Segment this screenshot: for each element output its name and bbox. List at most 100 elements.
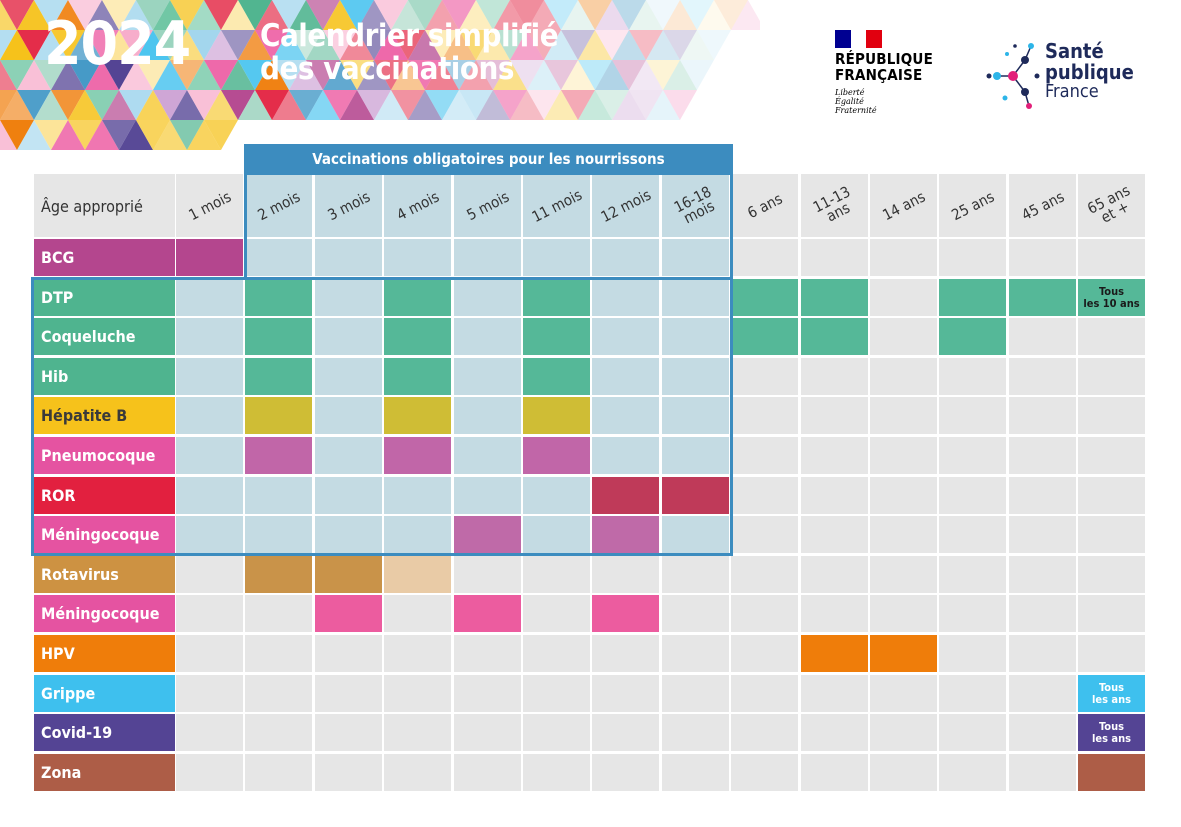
schedule-cell [1078, 279, 1145, 316]
schedule-cell [315, 754, 382, 791]
mosaic-triangle [493, 90, 527, 120]
schedule-cell [176, 477, 243, 514]
mosaic-triangle [204, 90, 238, 120]
age-column-label: 3 mois [324, 187, 373, 224]
mosaic-triangle [187, 60, 221, 90]
age-column-label: 2 mois [254, 187, 303, 224]
schedule-cell [1078, 595, 1145, 632]
mosaic-triangle [391, 30, 425, 60]
schedule-cell [315, 437, 382, 474]
mosaic-triangle [510, 0, 544, 30]
mosaic-triangle [425, 30, 459, 60]
spf-line-3: France [1045, 81, 1099, 102]
age-column-header: 5 mois [454, 174, 521, 237]
mosaic-triangle [544, 90, 578, 120]
mosaic-triangle [119, 90, 153, 120]
schedule-cell [454, 516, 521, 553]
mosaic-triangle [391, 90, 425, 120]
schedule-cell [801, 635, 868, 672]
schedule-cell [384, 477, 451, 514]
schedule-cell [1009, 358, 1076, 395]
mosaic-triangle [204, 30, 238, 60]
schedule-cell [870, 358, 937, 395]
year-label: 2024 [44, 9, 191, 79]
mandatory-vaccinations-banner: Vaccinations obligatoires pour les nourr… [244, 144, 733, 174]
vaccine-label: ROR [34, 477, 175, 514]
mosaic-triangle [306, 0, 340, 30]
mosaic-triangle [340, 90, 374, 120]
mosaic-triangle [612, 90, 646, 120]
schedule-cell [1009, 477, 1076, 514]
mosaic-triangle [289, 90, 323, 120]
mosaic-triangle [85, 90, 119, 120]
vaccine-label: Rotavirus [34, 556, 175, 593]
mosaic-triangle [187, 120, 221, 150]
mosaic-triangle [476, 60, 510, 90]
age-column-header: 2 mois [245, 174, 312, 237]
mosaic-triangle [357, 90, 391, 120]
age-column-label: 11 mois [528, 185, 585, 226]
schedule-cell [662, 595, 729, 632]
schedule-cell [662, 556, 729, 593]
schedule-cell [176, 635, 243, 672]
schedule-cell [245, 397, 312, 434]
mosaic-triangle [323, 30, 357, 60]
schedule-cell [1078, 635, 1145, 672]
mosaic-triangle [221, 60, 255, 90]
schedule-cell [870, 556, 937, 593]
schedule-cell [245, 477, 312, 514]
schedule-cell [176, 516, 243, 553]
schedule-cell [731, 358, 798, 395]
schedule-cell [662, 635, 729, 672]
vaccine-label: DTP [34, 279, 175, 316]
mosaic-triangle [136, 0, 170, 30]
schedule-cell [384, 437, 451, 474]
schedule-cell [245, 516, 312, 553]
mosaic-triangle [17, 60, 51, 90]
mosaic-triangle [408, 60, 442, 90]
mosaic-triangle [680, 30, 714, 60]
mosaic-triangle [459, 60, 493, 90]
spf-line-1: Santé [1045, 39, 1104, 63]
schedule-cell [454, 397, 521, 434]
mosaic-triangle [17, 120, 51, 150]
schedule-cell [870, 239, 937, 276]
age-header-label: Âge approprié [41, 197, 143, 216]
schedule-cell [1078, 437, 1145, 474]
mosaic-triangle [68, 30, 102, 60]
schedule-cell [315, 397, 382, 434]
schedule-cell [245, 714, 312, 751]
schedule-cell [315, 675, 382, 712]
mosaic-triangle [51, 0, 85, 30]
schedule-cell [245, 239, 312, 276]
schedule-cell [662, 675, 729, 712]
age-column-header: 65 ans et + [1078, 174, 1145, 237]
mosaic-triangle [136, 30, 170, 60]
age-column-header: 16-18 mois [662, 174, 729, 237]
schedule-cell [870, 714, 937, 751]
mosaic-triangle [153, 30, 187, 60]
mosaic-triangle [646, 90, 680, 120]
page-title: Calendrier simplifié des vaccinations [260, 20, 559, 85]
mosaic-triangle [0, 30, 34, 60]
schedule-cell [1009, 595, 1076, 632]
schedule-cell [176, 714, 243, 751]
schedule-cell [176, 239, 243, 276]
schedule-cell [454, 318, 521, 355]
mosaic-triangle [510, 60, 544, 90]
mosaic-triangle [510, 30, 544, 60]
age-column-header: 14 ans [870, 174, 937, 237]
mosaic-triangle [595, 0, 629, 30]
mosaic-triangle [51, 60, 85, 90]
mosaic-triangle [102, 90, 136, 120]
mosaic-triangle [119, 30, 153, 60]
mosaic-triangle [102, 60, 136, 90]
mosaic-triangle [136, 90, 170, 120]
mosaic-triangle [238, 0, 272, 30]
mosaic-triangle [51, 30, 85, 60]
mosaic-triangle [323, 90, 357, 120]
flag-icon [835, 30, 883, 48]
mosaic-triangle [714, 0, 748, 30]
mosaic-triangle [17, 0, 51, 30]
schedule-cell [939, 556, 1006, 593]
